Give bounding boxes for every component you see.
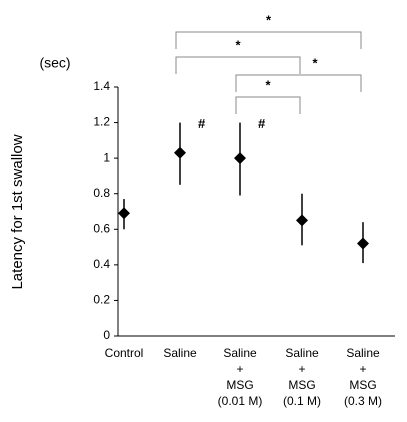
marker [118,207,130,220]
x-tick-label: (0.01 M) [218,394,263,408]
x-tick-label: + [236,362,243,376]
significance-marker: # [198,116,206,131]
x-tick-label: + [359,362,366,376]
y-tick-label: 1 [103,150,110,164]
marker [174,146,186,159]
y-tick-label: 0 [103,328,110,342]
significance-star: * [312,55,318,70]
significance-marker: # [258,116,266,131]
x-tick-label: (0.1 M) [283,394,321,408]
y-tick-label: 1.2 [93,115,110,129]
x-tick-label: MSG [288,378,315,392]
y-tick-label: 0.4 [93,257,110,271]
significance-star: * [265,77,271,92]
significance-bracket [235,96,301,114]
marker [296,214,308,227]
x-tick-label: (0.3 M) [344,394,382,408]
x-tick-label: Saline [346,346,380,360]
x-tick-label: Saline [163,346,197,360]
x-tick-label: MSG [349,378,376,392]
x-tick-label: Control [105,346,144,360]
y-unit: (sec) [39,55,70,71]
y-axis-label: Latency for 1st swallow [9,134,26,289]
significance-star: * [235,37,241,52]
x-tick-label: MSG [226,378,253,392]
marker [234,152,246,165]
significance-bracket [235,74,362,92]
y-tick-label: 1.4 [93,79,110,93]
x-tick-label: Saline [285,346,319,360]
significance-bracket [175,31,362,49]
x-tick-label: Saline [223,346,257,360]
marker [357,237,369,250]
significance-bracket [175,56,301,74]
y-tick-label: 0.8 [93,186,110,200]
y-tick-label: 0.6 [93,221,110,235]
significance-star: * [266,12,272,27]
y-tick-label: 0.2 [93,293,110,307]
x-tick-label: + [298,362,305,376]
